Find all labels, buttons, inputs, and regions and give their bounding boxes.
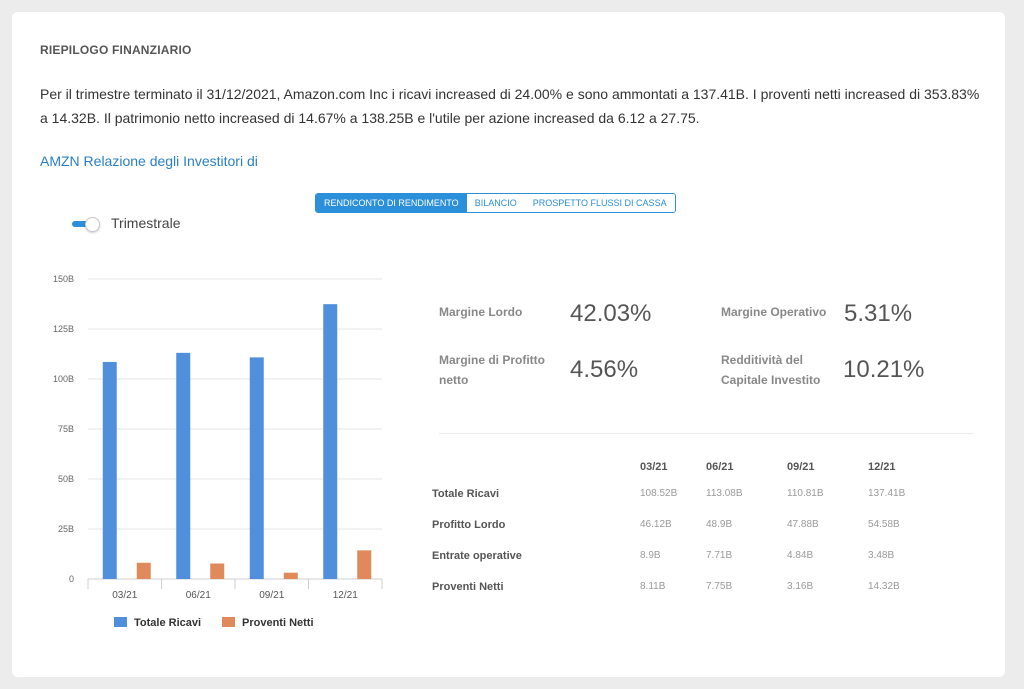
table-row: Entrate operative 8.9B 7.71B 4.84B 3.48B xyxy=(432,540,928,571)
table-header: 09/21 xyxy=(787,461,815,473)
table-cell: 7.75B xyxy=(706,581,733,592)
table-header: 03/21 xyxy=(640,461,668,473)
table-cell: 113.08B xyxy=(706,488,743,499)
net-income-bar xyxy=(283,572,298,579)
net-margin-label: Margine di Profitto netto xyxy=(439,353,545,387)
table-header xyxy=(432,456,640,478)
toggle-label: Trimestrale xyxy=(111,215,181,231)
gross-margin-label: Margine Lordo xyxy=(439,305,523,319)
financial-table: 03/21 06/21 09/21 12/21 Totale Ricavi 10… xyxy=(432,456,928,602)
y-tick-label: 75B xyxy=(58,424,74,434)
net-income-bar xyxy=(357,550,372,579)
x-tick-label: 12/21 xyxy=(333,590,358,601)
table-row: Proventi Netti 8.11B 7.75B 3.16B 14.32B xyxy=(432,571,928,602)
y-tick-label: 25B xyxy=(58,524,74,534)
net-income-bar xyxy=(210,563,225,579)
x-tick-label: 03/21 xyxy=(112,590,137,601)
row-label: Totale Ricavi xyxy=(432,487,500,500)
legend-label: Proventi Netti xyxy=(242,617,314,629)
revenue-income-chart: 0 25B 50B 75B 100B 125B 150B 03/21 06/21 09/21 12/… xyxy=(53,274,383,629)
table-header-row: 03/21 06/21 09/21 12/21 xyxy=(432,456,928,478)
table-cell: 47.88B xyxy=(787,519,819,530)
x-tick-label: 09/21 xyxy=(259,590,284,601)
section-title: RIEPILOGO FINANZIARIO xyxy=(40,43,192,57)
revenue-bar xyxy=(249,357,264,579)
revenue-bar xyxy=(176,352,191,579)
tab-cash-flow[interactable]: PROSPETTO FLUSSI DI CASSA xyxy=(524,194,675,212)
revenue-bar xyxy=(323,304,338,579)
table-cell: 46.12B xyxy=(640,519,672,530)
toggle-track xyxy=(72,221,94,227)
table-row: Profitto Lordo 46.12B 48.9B 47.88B 54.58… xyxy=(432,509,928,540)
revenue-bar xyxy=(102,361,117,579)
roic-label: Redditività del Capitale Investito xyxy=(721,353,821,387)
row-label: Proventi Netti xyxy=(432,580,504,593)
x-tick-label: 06/21 xyxy=(186,590,211,601)
table-cell: 8.9B xyxy=(640,550,661,561)
tab-income-statement[interactable]: RENDICONTO DI RENDIMENTO xyxy=(316,194,467,212)
table-cell: 14.32B xyxy=(868,581,900,592)
legend-label: Totale Ricavi xyxy=(134,617,201,629)
y-tick-label: 0 xyxy=(69,574,74,584)
summary-text: Per il trimestre terminato il 31/12/2021… xyxy=(40,86,980,126)
table-cell: 54.58B xyxy=(868,519,900,530)
table-cell: 48.9B xyxy=(706,519,733,530)
row-label: Entrate operative xyxy=(432,549,522,562)
net-income-bar xyxy=(136,562,151,579)
table-header: 12/21 xyxy=(868,461,896,473)
table-header: 06/21 xyxy=(706,461,734,473)
quarterly-toggle[interactable] xyxy=(72,217,100,232)
y-tick-label: 125B xyxy=(53,324,74,334)
financial-summary-card: RIEPILOGO FINANZIARIO Per il trimestre t… xyxy=(12,12,1005,677)
investor-relations-link[interactable]: AMZN Relazione degli Investitori di xyxy=(40,153,258,169)
table-cell: 3.16B xyxy=(787,581,814,592)
table-cell: 108.52B xyxy=(640,488,678,499)
row-label: Profitto Lordo xyxy=(432,518,506,531)
gross-margin-value: 42.03% xyxy=(570,300,652,327)
toggle-knob xyxy=(85,217,100,232)
table-cell: 3.48B xyxy=(868,550,895,561)
legend-swatch-net-income xyxy=(222,617,235,627)
table-cell: 137.41B xyxy=(868,488,906,499)
legend-swatch-revenue xyxy=(114,617,127,627)
table-row: Totale Ricavi 108.52B 113.08B 110.81B 13… xyxy=(432,478,928,509)
y-tick-label: 100B xyxy=(53,374,74,384)
roic-value: 10.21% xyxy=(843,356,925,383)
operating-margin-value: 5.31% xyxy=(844,300,913,327)
y-tick-label: 150B xyxy=(53,274,74,284)
divider xyxy=(439,433,974,434)
net-margin-value: 4.56% xyxy=(570,356,639,383)
tab-balance-sheet[interactable]: BILANCIO xyxy=(466,194,525,212)
operating-margin-label: Margine Operativo xyxy=(721,305,827,319)
statement-tabs: RENDICONTO DI RENDIMENTO BILANCIO PROSPE… xyxy=(315,193,676,213)
table-cell: 4.84B xyxy=(787,550,814,561)
table-cell: 8.11B xyxy=(640,581,666,592)
y-tick-label: 50B xyxy=(58,474,74,484)
table-cell: 110.81B xyxy=(787,488,824,499)
table-cell: 7.71B xyxy=(706,550,733,561)
